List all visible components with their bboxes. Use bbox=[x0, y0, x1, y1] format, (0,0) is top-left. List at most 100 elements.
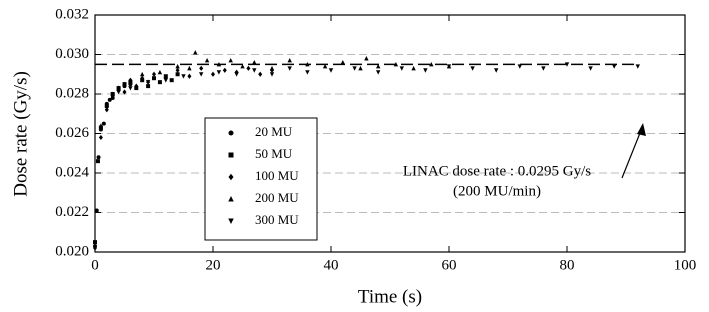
marker bbox=[564, 62, 570, 67]
marker bbox=[364, 56, 369, 61]
marker bbox=[98, 134, 103, 141]
marker bbox=[228, 218, 234, 224]
marker bbox=[358, 65, 363, 71]
y-tick-label: 0.020 bbox=[55, 243, 89, 259]
y-tick-label: 0.030 bbox=[55, 46, 89, 62]
marker bbox=[199, 72, 204, 77]
marker bbox=[423, 68, 428, 73]
marker bbox=[376, 70, 381, 75]
marker bbox=[204, 58, 210, 63]
marker bbox=[376, 63, 381, 69]
marker bbox=[269, 72, 275, 77]
marker bbox=[269, 65, 275, 71]
legend-label: 20 MU bbox=[255, 124, 293, 139]
marker bbox=[187, 73, 192, 79]
annotation-arrow bbox=[621, 127, 643, 179]
marker bbox=[287, 58, 292, 63]
marker bbox=[187, 65, 192, 71]
marker bbox=[240, 63, 245, 69]
marker bbox=[328, 68, 334, 73]
marker bbox=[98, 123, 104, 128]
marker bbox=[470, 66, 475, 71]
marker bbox=[340, 60, 345, 65]
marker bbox=[199, 65, 204, 71]
y-tick-label: 0.022 bbox=[55, 204, 89, 220]
marker bbox=[305, 70, 310, 75]
marker bbox=[93, 240, 97, 245]
marker bbox=[140, 71, 145, 77]
marker bbox=[352, 66, 357, 71]
marker bbox=[122, 89, 127, 95]
series bbox=[93, 72, 180, 245]
marker bbox=[110, 91, 115, 96]
y-axis-label: Dose rate (Gy/s) bbox=[10, 71, 31, 197]
marker bbox=[175, 67, 180, 73]
marker bbox=[222, 67, 227, 73]
legend-label: 50 MU bbox=[255, 146, 293, 161]
x-axis-label: Time (s) bbox=[358, 286, 422, 307]
x-tick-label: 80 bbox=[560, 257, 575, 273]
marker bbox=[246, 65, 251, 71]
marker bbox=[211, 71, 215, 77]
x-tick-label: 60 bbox=[442, 257, 457, 273]
marker bbox=[216, 61, 222, 67]
marker bbox=[157, 69, 163, 75]
marker bbox=[635, 64, 640, 69]
marker bbox=[140, 75, 145, 81]
marker bbox=[228, 196, 234, 202]
marker bbox=[193, 50, 198, 55]
marker bbox=[411, 65, 416, 71]
series bbox=[104, 62, 640, 111]
marker bbox=[175, 72, 180, 77]
marker bbox=[116, 90, 121, 95]
marker bbox=[287, 66, 292, 71]
marker bbox=[305, 61, 310, 67]
plot-frame bbox=[94, 14, 686, 253]
arrow-head bbox=[637, 123, 646, 136]
marker bbox=[101, 121, 106, 126]
marker bbox=[93, 245, 97, 251]
marker bbox=[128, 86, 133, 91]
x-tick-label: 100 bbox=[674, 257, 697, 273]
marker bbox=[541, 66, 546, 71]
marker bbox=[228, 130, 234, 136]
marker bbox=[228, 58, 233, 63]
marker bbox=[146, 84, 151, 89]
marker bbox=[96, 155, 101, 160]
marker bbox=[588, 66, 593, 71]
marker bbox=[116, 85, 121, 91]
marker bbox=[181, 74, 186, 79]
annotation: LINAC dose rate : 0.0295 Gy/s bbox=[403, 163, 591, 179]
x-tick-label: 40 bbox=[324, 257, 339, 273]
y-tick-label: 0.032 bbox=[55, 6, 89, 22]
x-tick-label: 0 bbox=[91, 257, 99, 273]
marker bbox=[258, 71, 263, 77]
marker bbox=[228, 173, 234, 181]
marker bbox=[612, 64, 617, 69]
marker bbox=[517, 64, 522, 69]
legend-label: 200 MU bbox=[255, 190, 299, 205]
marker bbox=[252, 60, 257, 65]
y-tick-label: 0.026 bbox=[55, 125, 89, 141]
marker bbox=[494, 68, 499, 73]
marker bbox=[134, 83, 139, 89]
marker bbox=[252, 68, 257, 73]
marker bbox=[107, 97, 112, 102]
marker bbox=[152, 71, 156, 77]
marker bbox=[228, 152, 234, 158]
marker bbox=[234, 72, 239, 77]
marker bbox=[157, 80, 162, 85]
marker bbox=[393, 61, 399, 67]
y-tick-label: 0.028 bbox=[55, 85, 89, 101]
marker bbox=[399, 66, 404, 71]
legend-label: 100 MU bbox=[255, 168, 299, 183]
y-tick-label: 0.024 bbox=[55, 164, 89, 180]
legend-label: 300 MU bbox=[255, 212, 299, 227]
marker bbox=[322, 63, 328, 69]
marker bbox=[145, 80, 151, 85]
marker bbox=[152, 76, 156, 81]
marker bbox=[122, 81, 127, 87]
series bbox=[98, 50, 452, 128]
